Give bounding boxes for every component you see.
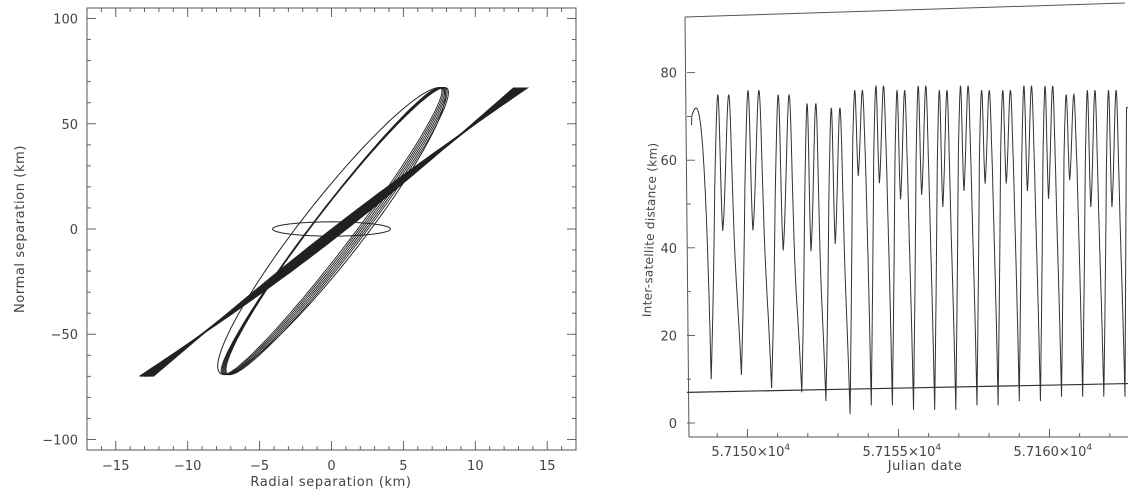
left-x-tick-label: 10 <box>467 459 484 474</box>
right-x-tick-exponent: 4 <box>935 443 941 453</box>
left-y-tick-label: −100 <box>42 433 78 448</box>
right-baseline-line <box>686 382 1128 393</box>
right-left-axis <box>684 16 690 438</box>
left-series-group <box>139 87 530 377</box>
left-x-tick-label: 0 <box>327 459 335 474</box>
left-y-tick-label: 0 <box>70 223 78 238</box>
right-y-tick-label: 80 <box>660 67 677 82</box>
left-y-tick-label: 50 <box>61 118 78 133</box>
right-distance-line <box>691 85 1128 415</box>
left-x-tick-label: −5 <box>250 459 269 474</box>
right-x-tick-mantissa: 5.7160 <box>1013 445 1059 460</box>
right-x-tick-label: 5.7150×104 <box>711 443 790 460</box>
right-x-tick-base: ×10 <box>908 445 935 460</box>
left-x-tick-label: 15 <box>539 459 556 474</box>
right-y-axis-label: Inter-satellite distance (km) <box>640 142 660 317</box>
left-ticks <box>86 8 577 450</box>
left-flat-ellipse <box>271 221 391 237</box>
right-top-border <box>684 2 1126 18</box>
left-tall-loop-outer <box>217 87 446 376</box>
right-x-tick-exponent: 4 <box>1086 443 1092 453</box>
right-x-tick-mantissa: 5.7155 <box>862 445 908 460</box>
right-x-tick-base: ×10 <box>1059 445 1086 460</box>
left-y-axis-label: Normal separation (km) <box>13 145 28 313</box>
right-x-tick-label: 5.7160×104 <box>1013 443 1092 460</box>
left-x-tick-label: −15 <box>102 459 129 474</box>
right-y-tick-label: 60 <box>660 154 677 169</box>
right-series-group <box>686 85 1128 415</box>
right-y-tick-label: 0 <box>669 417 677 432</box>
left-y-tick-label: −50 <box>51 328 78 343</box>
left-x-tick-label: −10 <box>174 459 201 474</box>
left-x-axis-label: Radial separation (km) <box>250 475 411 490</box>
right-x-tick-base: ×10 <box>757 445 784 460</box>
left-y-tick-label: 100 <box>53 13 78 28</box>
right-y-tick-label: 20 <box>660 329 677 344</box>
right-x-tick-mantissa: 5.7150 <box>711 445 757 460</box>
right-x-axis-label: Julian date <box>887 459 962 474</box>
right-x-tick-exponent: 4 <box>784 443 790 453</box>
right-x-tick-label: 5.7155×104 <box>862 443 941 460</box>
right-y-tick-label: 40 <box>660 242 677 257</box>
right-ticks <box>687 72 1111 437</box>
left-x-tick-label: 5 <box>399 459 407 474</box>
